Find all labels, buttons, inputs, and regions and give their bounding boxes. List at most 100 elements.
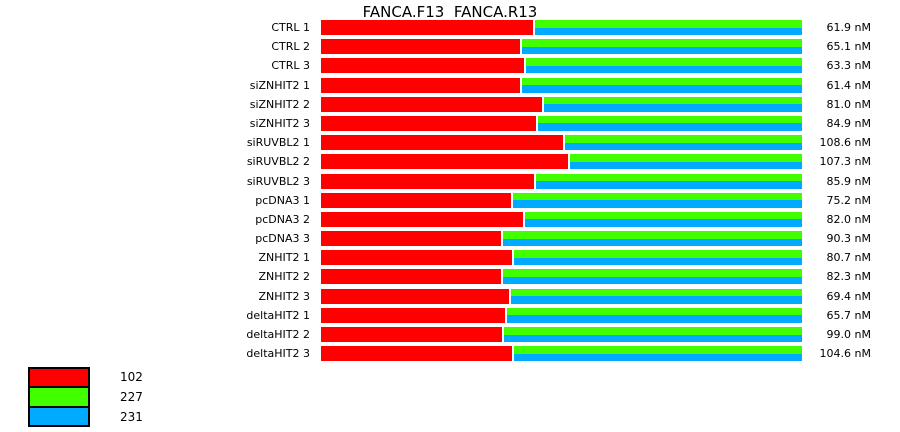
stacked-bar [321,135,802,151]
bar-blue-segment [502,276,802,285]
bar-blue-segment [570,161,802,170]
row-value: 61.4 nM [826,78,871,92]
chart-row: ZNHIT2 2 82.3 nM [0,269,880,285]
bar-rest-segment [513,346,802,362]
bar-blue-segment [512,200,802,208]
bar-green-segment [503,327,802,335]
row-label: pcDNA3 1 [255,193,310,207]
bar-red-segment [321,327,502,342]
bar-green-segment [570,154,802,162]
bar-green-segment [511,288,802,297]
bar-red-segment [321,269,501,285]
bar-red-segment [321,231,501,247]
bar-blue-segment [525,65,802,74]
bar-blue-segment [507,315,802,323]
row-label: siZNHIT2 1 [249,78,310,92]
legend-swatch-blue [30,405,88,425]
bar-rest-segment [513,250,802,266]
chart-row: ZNHIT2 3 69.4 nM [0,288,880,304]
stacked-bar [321,269,802,285]
row-value: 85.9 nM [826,174,871,188]
chart-row: ZNHIT2 1 80.7 nM [0,250,880,266]
legend-label: 231 [120,410,143,424]
row-value: 69.4 nM [826,289,871,303]
stacked-bar [321,211,802,227]
bar-blue-segment [538,123,802,131]
bar-green-segment [543,96,802,105]
bar-green-segment [513,250,802,258]
bar-rest-segment [522,77,802,93]
chart-row: pcDNA3 3 90.3 nM [0,231,880,247]
legend-label: 227 [120,390,143,404]
chart-row: deltaHIT2 3 104.6 nM [0,346,880,362]
stacked-bar [321,250,802,266]
bar-green-segment [525,58,802,66]
bar-red-segment [321,77,521,93]
row-value: 82.3 nM [826,270,871,284]
row-value: 65.7 nM [826,308,871,322]
stacked-bar [321,58,802,74]
bar-blue-segment [522,85,802,93]
bar-green-segment [522,77,802,86]
stacked-bar [321,96,802,112]
row-label: pcDNA3 2 [255,212,310,226]
row-value: 84.9 nM [826,116,871,130]
bar-rest-segment [511,288,802,304]
bar-green-segment [535,20,802,28]
bar-red-segment [321,20,534,35]
legend-swatch-green [30,386,88,406]
bar-red-segment [321,211,524,227]
stacked-bar [321,192,802,208]
bar-blue-segment [564,142,802,151]
legend-label: 102 [120,370,143,384]
bar-blue-segment [522,46,802,55]
row-label: siRUVBL2 2 [246,155,310,169]
bar-blue-segment [525,219,802,227]
bar-blue-segment [543,104,802,112]
bar-rest-segment [564,135,802,151]
chart-row: CTRL 2 65.1 nM [0,39,880,55]
row-value: 81.0 nM [826,97,871,111]
row-value: 104.6 nM [819,347,871,361]
chart-row: deltaHIT2 1 65.7 nM [0,307,880,323]
row-value: 107.3 nM [819,155,871,169]
row-value: 65.1 nM [826,40,871,54]
legend-swatches [28,367,90,427]
bar-green-segment [502,269,802,277]
bar-green-segment [525,211,802,220]
row-value: 108.6 nM [819,136,871,150]
bar-rest-segment [570,154,802,170]
bar-red-segment [321,173,535,189]
chart-row: CTRL 3 63.3 nM [0,58,880,74]
bar-red-segment [321,307,506,323]
chart-title: FANCA.F13 FANCA.R13 [362,3,538,21]
row-value: 75.2 nM [826,193,871,207]
row-value: 90.3 nM [826,232,871,246]
chart-row: pcDNA3 2 82.0 nM [0,211,880,227]
bar-red-segment [321,250,512,266]
bar-green-segment [564,135,802,143]
bar-green-segment [522,39,802,47]
row-label: CTRL 3 [271,59,310,73]
bar-blue-segment [513,257,802,266]
row-value: 82.0 nM [826,212,871,226]
bar-rest-segment [535,20,802,35]
bar-green-segment [512,192,802,201]
bar-blue-segment [511,296,802,304]
stacked-bar [321,154,802,170]
bar-rest-segment [503,327,802,342]
stacked-bar [321,173,802,189]
row-label: ZNHIT2 1 [258,251,311,265]
stacked-bar [321,288,802,304]
row-label: ZNHIT2 2 [258,270,311,284]
bar-red-segment [321,192,511,208]
chart-row: siRUVBL2 1 108.6 nM [0,135,880,151]
chart-row: deltaHIT2 2 99.0 nM [0,327,880,342]
row-value: 63.3 nM [826,59,871,73]
stacked-bar [321,77,802,93]
bar-blue-segment [535,27,802,35]
bar-rest-segment [502,231,802,247]
bar-rest-segment [525,211,802,227]
chart-row: siZNHIT2 2 81.0 nM [0,96,880,112]
